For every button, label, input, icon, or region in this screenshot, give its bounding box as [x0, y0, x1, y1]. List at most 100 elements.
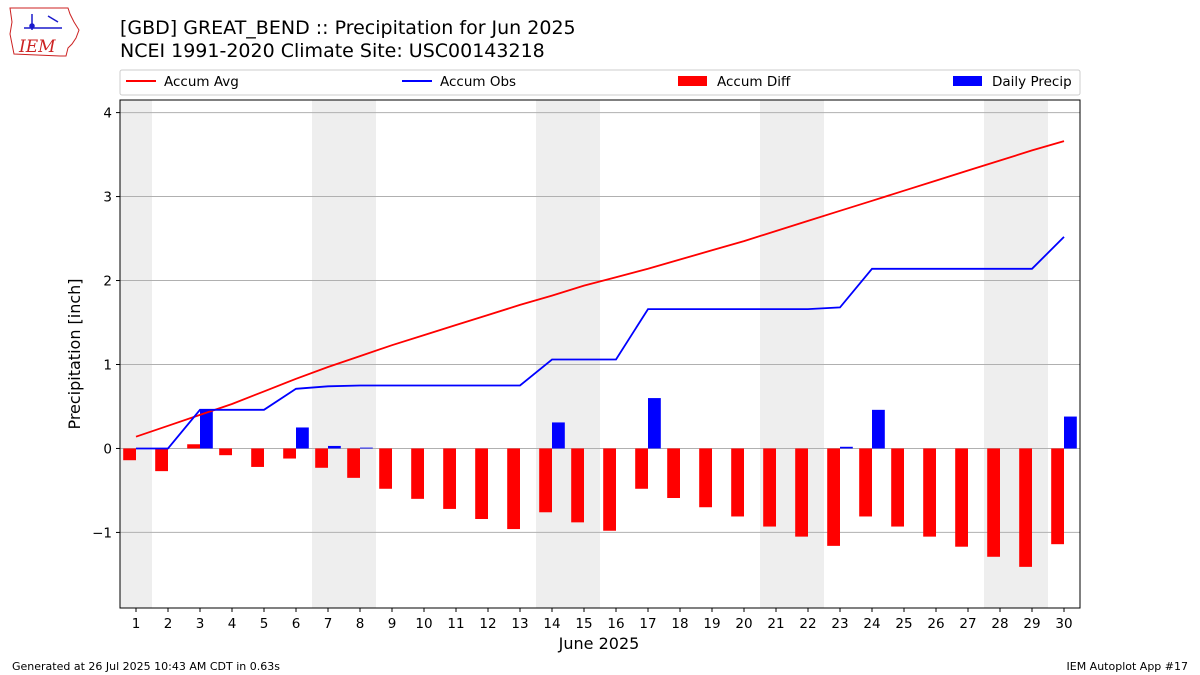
daily-precip-bar [296, 427, 309, 449]
y-tick-label: 3 [103, 190, 112, 206]
accum-diff-bar [1019, 448, 1032, 567]
iem-logo-text: IEM [18, 37, 56, 57]
x-tick-label: 17 [639, 616, 656, 632]
x-tick-label: 12 [479, 616, 496, 632]
x-tick-label: 19 [703, 616, 720, 632]
x-tick-label: 5 [260, 616, 269, 632]
accum-diff-bar [219, 448, 232, 456]
x-tick-label: 21 [767, 616, 784, 632]
accum-diff-bar [859, 448, 872, 517]
x-tick-label: 8 [356, 616, 365, 632]
x-tick-label: 1 [132, 616, 141, 632]
y-tick-label: 2 [103, 274, 112, 290]
y-tick-label: 1 [103, 357, 112, 373]
y-tick-label: 4 [103, 106, 112, 122]
accum-diff-bar [251, 448, 264, 467]
accum-diff-bar [507, 448, 520, 530]
weekend-shade [344, 100, 376, 608]
accum-diff-bar [571, 448, 584, 523]
weekend-shade [536, 100, 568, 608]
legend-label-accum-obs: Accum Obs [440, 74, 516, 90]
x-tick-label: 15 [575, 616, 592, 632]
accum-diff-bar [347, 448, 360, 478]
footer-generated-text: Generated at 26 Jul 2025 10:43 AM CDT in… [12, 660, 280, 673]
x-tick-label: 26 [927, 616, 944, 632]
legend-swatch-accum-diff [678, 76, 707, 86]
chart-subtitle: NCEI 1991-2020 Climate Site: USC00143218 [120, 40, 545, 62]
accum-diff-bar [987, 448, 1000, 557]
accum-diff-bar [891, 448, 904, 527]
accum-diff-bar [699, 448, 712, 508]
accum-diff-bar [475, 448, 488, 519]
x-axis-label: June 2025 [558, 634, 640, 653]
x-tick-label: 28 [991, 616, 1008, 632]
x-tick-label: 7 [324, 616, 333, 632]
x-tick-label: 16 [607, 616, 624, 632]
accum-diff-bar [795, 448, 808, 537]
accum-diff-bar [603, 448, 616, 531]
accum-diff-bar [539, 448, 552, 513]
x-tick-label: 9 [388, 616, 397, 632]
daily-precip-bar [648, 398, 661, 449]
x-tick-label: 2 [164, 616, 173, 632]
x-tick-label: 11 [447, 616, 464, 632]
x-tick-label: 18 [671, 616, 688, 632]
chart-title: [GBD] GREAT_BEND :: Precipitation for Ju… [120, 17, 576, 39]
accum-diff-bar [1051, 448, 1064, 545]
accum-diff-bar [187, 444, 200, 449]
x-tick-label: 30 [1055, 616, 1072, 632]
accum-diff-bar [923, 448, 936, 537]
iowa-state-outline [9, 7, 80, 57]
accum-diff-bar [955, 448, 968, 547]
accum-diff-bar [827, 448, 840, 546]
legend-label-daily-precip: Daily Precip [992, 74, 1072, 90]
accum-diff-bar [731, 448, 744, 517]
y-tick-label: 0 [103, 441, 112, 457]
accum-diff-bar [379, 448, 392, 489]
weekend-shade [760, 100, 792, 608]
accum-avg-line [135, 140, 1065, 438]
accum-diff-bar [635, 448, 648, 489]
daily-precip-bar [872, 409, 885, 449]
accum-diff-bar [667, 448, 680, 499]
x-tick-label: 14 [543, 616, 560, 632]
x-tick-label: 23 [831, 616, 848, 632]
accum-diff-bar [443, 448, 456, 509]
weekend-shade [312, 100, 344, 608]
legend-box [119, 69, 1081, 96]
iem-logo: IEM [9, 7, 80, 57]
y-axis-label: Precipitation [inch] [65, 278, 84, 429]
x-tick-label: 6 [292, 616, 301, 632]
y-tick-label: −1 [92, 525, 112, 541]
x-tick-label: 22 [799, 616, 816, 632]
legend-label-accum-diff: Accum Diff [717, 74, 791, 90]
plot-frame [119, 99, 1081, 609]
daily-precip-bar [200, 409, 213, 449]
x-tick-label: 27 [959, 616, 976, 632]
accum-obs-line [136, 236, 1065, 450]
accum-diff-bar [155, 448, 168, 472]
daily-precip-bar [1064, 416, 1077, 449]
x-tick-label: 13 [511, 616, 528, 632]
legend-label-accum-avg: Accum Avg [164, 74, 239, 90]
daily-precip-bar [360, 447, 373, 449]
x-tick-label: 24 [863, 616, 880, 632]
weather-station-icon [24, 14, 62, 30]
daily-precip-bar [840, 446, 853, 449]
x-tick-label: 3 [196, 616, 205, 632]
accum-diff-bar [411, 448, 424, 499]
x-tick-label: 25 [895, 616, 912, 632]
x-tick-label: 29 [1023, 616, 1040, 632]
x-tick-label: 4 [228, 616, 237, 632]
accum-diff-bar [315, 448, 328, 468]
legend: Accum Avg Accum Obs Accum Diff Daily Pre… [119, 69, 1081, 96]
accum-diff-bar [123, 448, 136, 461]
footer-app-text: IEM Autoplot App #17 [1067, 660, 1189, 673]
x-tick-label: 10 [415, 616, 432, 632]
legend-swatch-daily-precip [953, 76, 982, 86]
daily-precip-bar [552, 422, 565, 449]
weekend-shade [568, 100, 600, 608]
weekend-shade [120, 100, 152, 608]
